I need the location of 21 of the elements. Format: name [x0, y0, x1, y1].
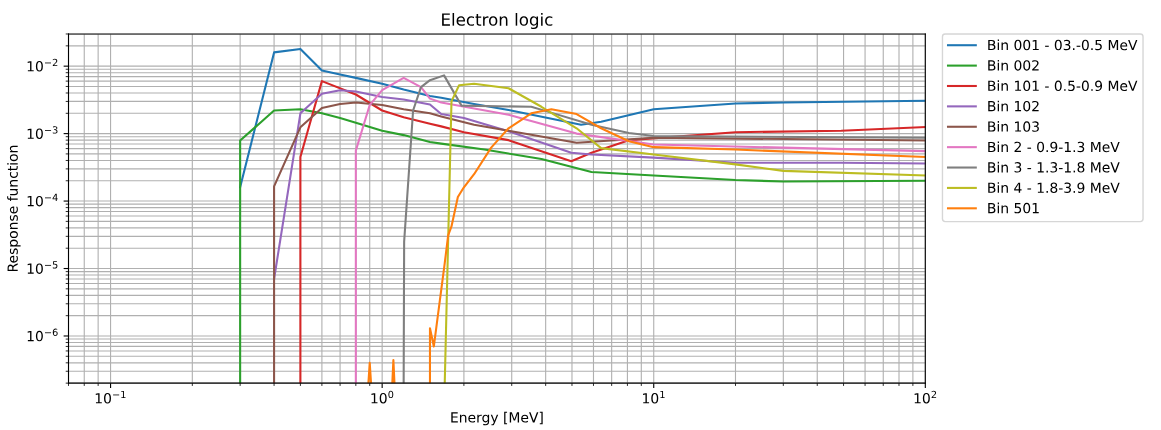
x-tick-label: 10$^{1}$ [643, 390, 665, 404]
legend-label: Bin 002 [988, 59, 1039, 71]
legend-label: Bin 501 [988, 202, 1039, 214]
x-tick-label: 10$^{2}$ [914, 390, 937, 404]
x-tick-label: 10$^{0}$ [371, 390, 394, 404]
chart-title: Electron logic [442, 12, 553, 30]
y-tick-label: 10$^{−5}$ [27, 261, 58, 274]
y-axis-title: Response function [7, 145, 21, 272]
legend-label: Bin 102 [988, 100, 1039, 112]
legend-label: Bin 101 - 0.5-0.9 MeV [988, 80, 1138, 92]
legend-label: Bin 103 [988, 121, 1039, 132]
legend-label: Bin 001 - 03.-0.5 MeV [988, 39, 1138, 51]
x-tick-label: 10$^{−1}$ [95, 390, 126, 404]
y-tick-label: 10$^{−3}$ [27, 126, 58, 139]
y-tick-label: 10$^{−2}$ [27, 58, 58, 72]
legend-label: Bin 2 - 0.9-1.3 MeV [988, 141, 1120, 153]
x-axis-title: Energy [MeV] [451, 411, 543, 426]
legend-label: Bin 4 - 1.8-3.9 MeV [988, 182, 1120, 193]
y-tick-label: 10$^{−4}$ [27, 193, 58, 207]
y-tick-label: 10$^{−6}$ [27, 328, 58, 342]
legend-label: Bin 3 - 1.3-1.8 MeV [988, 161, 1120, 173]
